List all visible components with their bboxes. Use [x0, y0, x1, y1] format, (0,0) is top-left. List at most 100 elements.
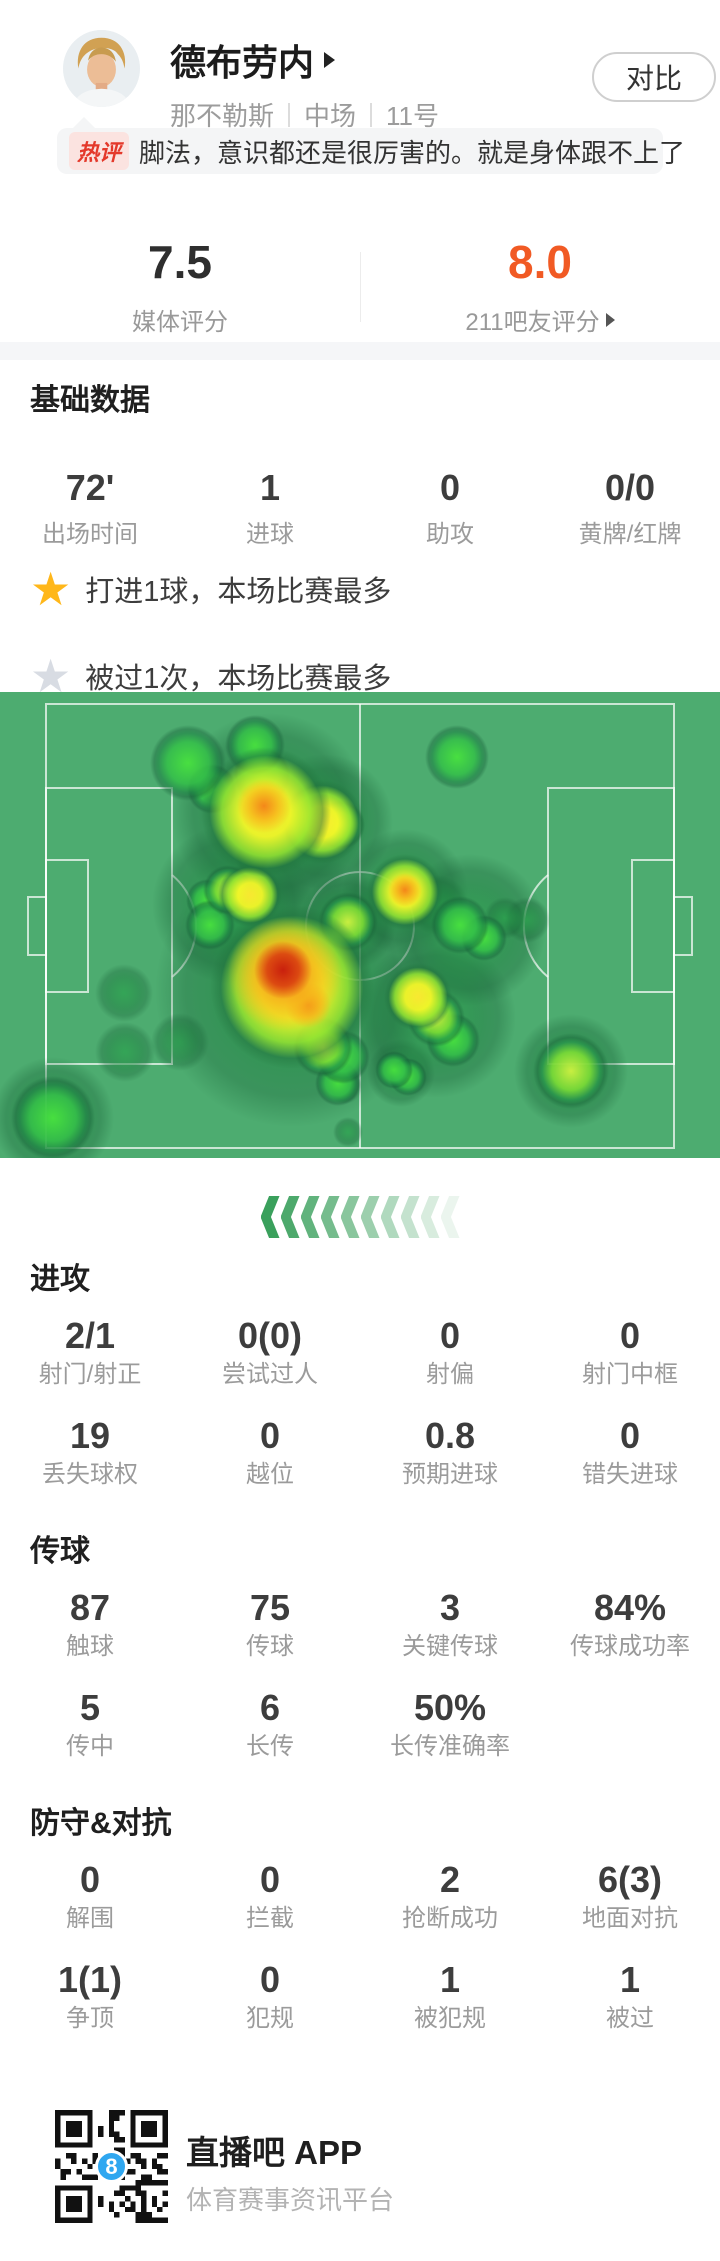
stat-values-row: 2/1 0(0) 0 0: [0, 1314, 720, 1358]
divider: [288, 102, 291, 127]
stat-value: 1(1): [57, 1959, 123, 2000]
stat-label: 尝试过人: [222, 1361, 318, 1388]
stat-value: 1: [439, 1959, 461, 2000]
heat-density-layer: [0, 692, 720, 1158]
section-title-attack: 进攻: [30, 1263, 90, 1296]
hot-comment-tag: 热评: [69, 132, 130, 170]
hot-comment-text: 脚法，意识都还是很厉害的。就是身体跟不上了: [139, 137, 686, 168]
stat-labels-row: 触球 传球 关键传球 传球成功率: [0, 1632, 720, 1662]
stat-value: 2/1: [64, 1315, 116, 1356]
chevron-left-icon: [320, 1196, 340, 1238]
stat-value: 50%: [413, 1687, 487, 1728]
badge-dribbled-past: ★ 被过1次，本场比赛最多: [30, 653, 391, 699]
stat-values-row: 87 75 3 84%: [0, 1586, 720, 1630]
star-icon: ★: [30, 650, 72, 702]
section-separator: [0, 342, 720, 360]
stat-label: [540, 1732, 720, 1762]
stat-value: 19: [69, 1415, 111, 1456]
chevron-right-icon: [324, 52, 336, 68]
bubble-notch: [72, 117, 96, 129]
stat-value: 0: [439, 467, 461, 508]
stat-label: 犯规: [246, 2005, 294, 2032]
section-title-defense: 防守&对抗: [30, 1807, 172, 1840]
fans-rating-value: 8.0: [508, 236, 572, 288]
hot-comment-bubble: 热评 脚法，意识都还是很厉害的。就是身体跟不上了: [57, 128, 685, 174]
chevron-left-icon: [360, 1196, 380, 1238]
stat-value: 0: [619, 1415, 641, 1456]
app-logo-badge: 8: [95, 2150, 128, 2183]
team-name: 那不勒斯: [170, 101, 275, 131]
stat-value: 1: [259, 467, 281, 508]
stat-value: 0: [439, 1315, 461, 1356]
stat-label: 地面对抗: [582, 1905, 678, 1932]
chevron-left-icon: [300, 1196, 320, 1238]
chevron-left-icon: [420, 1196, 440, 1238]
fans-rating[interactable]: 8.0 211吧友评分: [360, 236, 720, 337]
player-name[interactable]: 德布劳内: [170, 34, 336, 86]
stat-value: 6: [259, 1687, 281, 1728]
stat-value: 0/0: [604, 467, 656, 508]
arrow-right-icon: [605, 312, 615, 327]
stat-value: 0: [619, 1315, 641, 1356]
stat-labels-row: 传中 长传 长传准确率: [0, 1732, 720, 1762]
chevron-left-icon: [280, 1196, 300, 1238]
stat-value: 2: [439, 1859, 461, 1900]
stat-labels-row: 射门/射正 尝试过人 射偏 射门中框: [0, 1360, 720, 1390]
app-logo-number: 8: [105, 2153, 118, 2179]
stat-label: 进球: [246, 521, 294, 548]
stat-label: 越位: [246, 1461, 294, 1488]
stat-value: 75: [249, 1587, 291, 1628]
badge-text: 打进1球，本场比赛最多: [85, 576, 392, 608]
stat-label: 抢断成功: [402, 1905, 498, 1932]
badge-text: 被过1次，本场比赛最多: [85, 663, 392, 695]
stat-label: 关键传球: [402, 1633, 498, 1660]
chevron-left-icon: [260, 1196, 280, 1238]
stat-label: 黄牌/红牌: [578, 521, 682, 548]
stat-value: 0: [259, 1859, 281, 1900]
stat-label: 射门/射正: [38, 1361, 142, 1388]
compare-button[interactable]: 对比: [592, 52, 716, 102]
stat-label: 长传准确率: [390, 1733, 510, 1760]
stat-value: 72': [65, 467, 115, 508]
avatar-illustration: [63, 30, 140, 107]
badge-goal: ★ 打进1球，本场比赛最多: [30, 566, 391, 612]
media-rating: 7.5 媒体评分: [0, 236, 360, 337]
stat-values-row: 72' 1 0 0/0: [0, 466, 720, 510]
stat-label: 传球成功率: [570, 1633, 690, 1660]
stat-labels-row: 出场时间 进球 助攻 黄牌/红牌: [0, 520, 720, 550]
stat-value: 1: [619, 1959, 641, 2000]
stat-label: 触球: [66, 1633, 114, 1660]
chevron-left-icon: [440, 1196, 460, 1238]
attack-direction-arrows: [0, 1196, 720, 1238]
section-title-passing: 传球: [30, 1535, 90, 1568]
chevron-left-icon: [400, 1196, 420, 1238]
stat-value: [540, 1686, 720, 1730]
stat-value: 84%: [593, 1587, 667, 1628]
stat-values-row: 1(1) 0 1 1: [0, 1958, 720, 2002]
fans-rating-label: 211吧友评分: [465, 309, 600, 336]
stat-label: 出场时间: [42, 521, 138, 548]
player-avatar[interactable]: [63, 30, 140, 107]
stat-label: 错失进球: [582, 1461, 678, 1488]
divider: [360, 252, 361, 322]
stat-labels-row: 争顶 犯规 被犯规 被过: [0, 2004, 720, 2034]
chevron-left-icon: [340, 1196, 360, 1238]
media-rating-label: 媒体评分: [132, 309, 228, 336]
player-position: 中场: [304, 101, 357, 131]
chevron-left-icon: [380, 1196, 400, 1238]
stat-value: 3: [439, 1587, 461, 1628]
shirt-number: 11号: [386, 101, 440, 131]
stat-label: 射门中框: [582, 1361, 678, 1388]
stat-value: 0: [259, 1959, 281, 2000]
stat-value: 5: [79, 1687, 101, 1728]
app-name: 直播吧 APP: [186, 2134, 363, 2171]
stat-label: 被过: [606, 2005, 654, 2032]
stat-label: 传中: [66, 1733, 114, 1760]
compare-button-label: 对比: [625, 63, 682, 94]
stat-label: 预期进球: [402, 1461, 498, 1488]
section-title-basic: 基础数据: [30, 384, 150, 417]
stat-label: 被犯规: [414, 2005, 486, 2032]
app-tagline: 体育赛事资讯平台: [186, 2185, 395, 2215]
stat-values-row: 5 6 50%: [0, 1686, 720, 1730]
